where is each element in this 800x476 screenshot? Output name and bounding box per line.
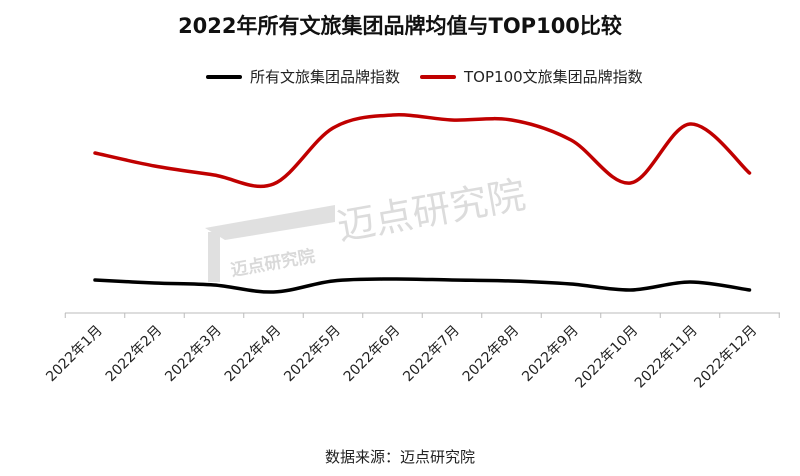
lighthouse-icon bbox=[208, 232, 220, 282]
legend-swatch-top100 bbox=[420, 74, 457, 79]
x-tick-label: 2022年12月 bbox=[691, 323, 760, 392]
series-line-all bbox=[93, 277, 752, 294]
x-tick-label: 2022年7月 bbox=[400, 323, 463, 386]
source-note: 数据来源：迈点研究院 bbox=[324, 448, 475, 466]
series-line-top100 bbox=[93, 113, 752, 189]
x-tick-label: 2022年3月 bbox=[162, 323, 225, 386]
watermark-text-small: 迈点研究院 bbox=[229, 245, 316, 280]
legend-label-top100: TOP100文旅集团品牌指数 bbox=[464, 68, 643, 86]
chart-title: 2022年所有文旅集团品牌均值与TOP100比较 bbox=[178, 14, 622, 38]
legend-swatch-all bbox=[206, 74, 242, 79]
legend-label-all: 所有文旅集团品牌指数 bbox=[250, 68, 401, 86]
watermark-beam bbox=[205, 205, 335, 240]
x-tick-label: 2022年4月 bbox=[222, 323, 285, 386]
x-tick-label: 2022年5月 bbox=[281, 323, 344, 386]
legend-item-top100: TOP100文旅集团品牌指数 bbox=[420, 66, 643, 87]
x-tick-label: 2022年9月 bbox=[519, 323, 582, 386]
x-tick-label: 2022年1月 bbox=[43, 323, 106, 386]
x-tick-label: 2022年2月 bbox=[103, 323, 166, 386]
x-tick-label: 2022年6月 bbox=[341, 323, 404, 386]
x-tick-label: 2022年11月 bbox=[632, 323, 701, 392]
x-tick-label: 2022年10月 bbox=[572, 323, 641, 392]
x-tick-label: 2022年8月 bbox=[460, 323, 523, 386]
legend: 所有文旅集团品牌指数 TOP100文旅集团品牌指数 bbox=[206, 66, 643, 87]
legend-item-all: 所有文旅集团品牌指数 bbox=[206, 66, 400, 87]
watermark: 迈点研究院 迈点研究院 bbox=[205, 173, 529, 282]
watermark-text-large: 迈点研究院 bbox=[334, 173, 529, 249]
